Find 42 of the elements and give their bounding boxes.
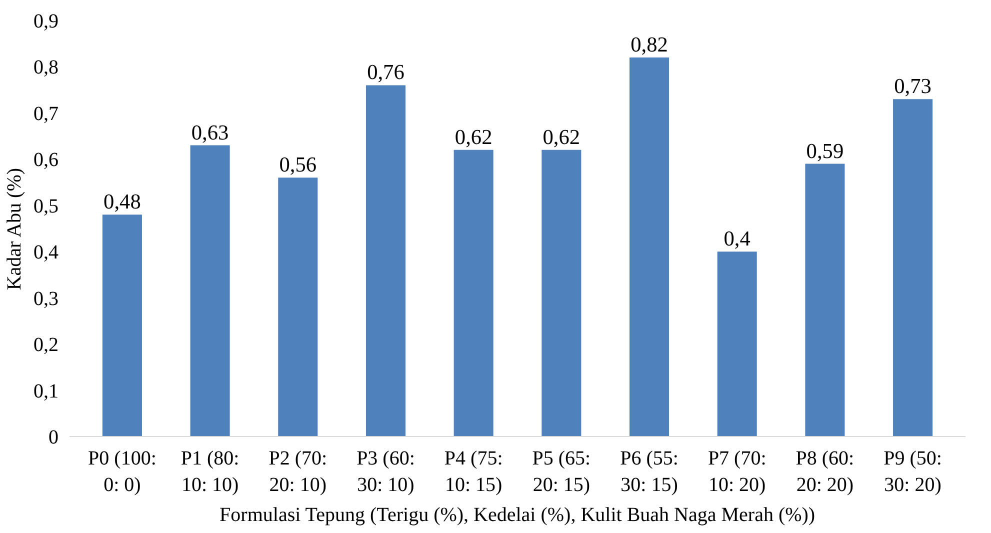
x-tick-label: P0 (100: 0: 0) <box>88 448 156 496</box>
y-tick-label: 0,5 <box>34 195 58 218</box>
data-label: 0,82 <box>630 32 668 56</box>
data-label: 0,56 <box>279 152 317 177</box>
data-label: 0,59 <box>806 138 844 163</box>
x-tick-label: P5 (65: 20: 15) <box>532 448 591 496</box>
x-axis-title: Formulasi Tepung (Terigu (%), Kedelai (%), Kulit Buah Naga Merah (%)) <box>220 504 816 526</box>
bar <box>893 99 933 436</box>
bar <box>805 164 845 436</box>
y-tick-label: 0,7 <box>34 102 58 125</box>
x-tick-label: P9 (50: 30: 20) <box>884 448 942 496</box>
y-tick-label: 0,1 <box>34 380 58 402</box>
bar <box>454 150 494 436</box>
y-tick-label: 0,8 <box>34 56 58 79</box>
data-label: 0,4 <box>724 226 751 251</box>
data-label: 0,62 <box>454 124 492 149</box>
x-tick-label: P4 (75: 10: 15) <box>444 448 503 496</box>
x-tick-label: P2 (70: 20: 10) <box>268 448 328 496</box>
y-tick-label: 0,4 <box>34 242 58 264</box>
bar <box>190 145 230 436</box>
bar <box>542 150 582 436</box>
data-label: 0,63 <box>191 120 229 144</box>
y-tick-label: 0,2 <box>34 334 58 356</box>
x-tick-label: P6 (55: 30: 15) <box>620 448 678 496</box>
bar <box>278 178 318 436</box>
data-label: 0,76 <box>367 60 405 84</box>
data-label: 0,48 <box>104 190 141 214</box>
data-label: 0,73 <box>894 74 932 98</box>
x-tick-label: P8 (60: 20: 20) <box>796 448 854 496</box>
data-label: 0,62 <box>542 124 580 149</box>
y-tick-label: 0,3 <box>34 288 58 310</box>
x-tick-label: P1 (80: 10: 10) <box>180 448 240 496</box>
y-tick-label: 0,9 <box>34 10 58 32</box>
x-tick-label: P3 (60: 30: 10) <box>356 448 415 496</box>
y-tick-label: 0,6 <box>34 149 58 172</box>
y-tick-label: 0 <box>48 426 58 448</box>
bar <box>630 57 670 436</box>
bar <box>366 85 406 436</box>
bar <box>102 214 142 436</box>
x-tick-label: P7 (70: 10: 20) <box>708 448 766 496</box>
y-axis-title: Kadar Abu (%) <box>4 168 26 290</box>
bar <box>717 252 757 436</box>
